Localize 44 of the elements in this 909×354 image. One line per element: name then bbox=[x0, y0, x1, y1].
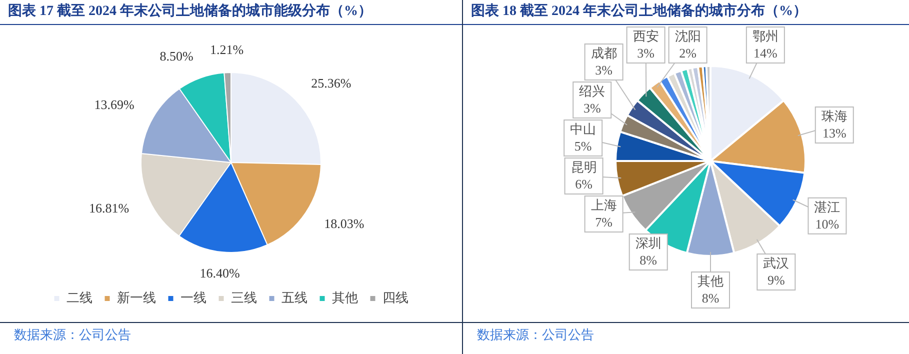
data-label: 3% bbox=[637, 45, 655, 60]
slice-label: 成都 bbox=[590, 45, 617, 60]
data-label: 1.21% bbox=[210, 42, 244, 58]
source-note: 数据来源：公司公告 bbox=[477, 326, 594, 344]
slice-label: 鄂州 bbox=[752, 28, 778, 44]
data-label: 16.40% bbox=[200, 265, 240, 280]
data-label: 8.50% bbox=[160, 48, 194, 64]
data-label: 5% bbox=[574, 138, 592, 154]
data-label: 10% bbox=[815, 216, 840, 232]
slice-label: 绍兴 bbox=[579, 83, 606, 98]
slice-label: 上海 bbox=[590, 197, 617, 212]
slice-label: 昆明 bbox=[570, 159, 597, 174]
slice-label: 沈阳 bbox=[674, 28, 701, 44]
data-label: 8% bbox=[702, 290, 720, 306]
data-label: 25.36% bbox=[311, 76, 352, 91]
legend-label: 其他 bbox=[332, 290, 358, 305]
data-label: 13.69% bbox=[94, 97, 135, 112]
data-label: 16.81% bbox=[88, 200, 130, 216]
slice-label: 深圳 bbox=[635, 235, 662, 250]
slice-label: 武汉 bbox=[763, 255, 790, 270]
data-label: 3% bbox=[595, 62, 613, 78]
legend-label: 新一线 bbox=[116, 290, 156, 305]
data-label: 7% bbox=[595, 214, 613, 230]
data-label: 3% bbox=[583, 100, 601, 116]
slice-label: 西安 bbox=[632, 28, 659, 44]
slice-label: 其他 bbox=[698, 273, 724, 288]
legend-label: 四线 bbox=[382, 290, 408, 305]
chart-title: 图表 18 截至 2024 年末公司土地储备的城市分布（%） bbox=[463, 0, 909, 25]
slice-label: 湛江 bbox=[814, 199, 840, 214]
legend-label: 二线 bbox=[66, 290, 92, 305]
data-label: 14% bbox=[754, 45, 778, 60]
legend-label: 一线 bbox=[180, 290, 206, 305]
slice-label: 中山 bbox=[570, 121, 596, 136]
chart-title: 图表 17 截至 2024 年末公司土地储备的城市能级分布（%） bbox=[0, 0, 462, 25]
data-label: 9% bbox=[767, 272, 785, 288]
data-label: 6% bbox=[575, 176, 593, 192]
data-label: 13% bbox=[822, 125, 846, 140]
data-label: 2% bbox=[679, 45, 697, 60]
slice-label: 珠海 bbox=[821, 108, 848, 124]
legend-label: 三线 bbox=[230, 290, 257, 305]
data-label: 18.03% bbox=[324, 216, 364, 232]
source-note: 数据来源：公司公告 bbox=[14, 326, 131, 344]
data-label: 8% bbox=[640, 252, 658, 268]
legend-label: 五线 bbox=[281, 290, 308, 305]
